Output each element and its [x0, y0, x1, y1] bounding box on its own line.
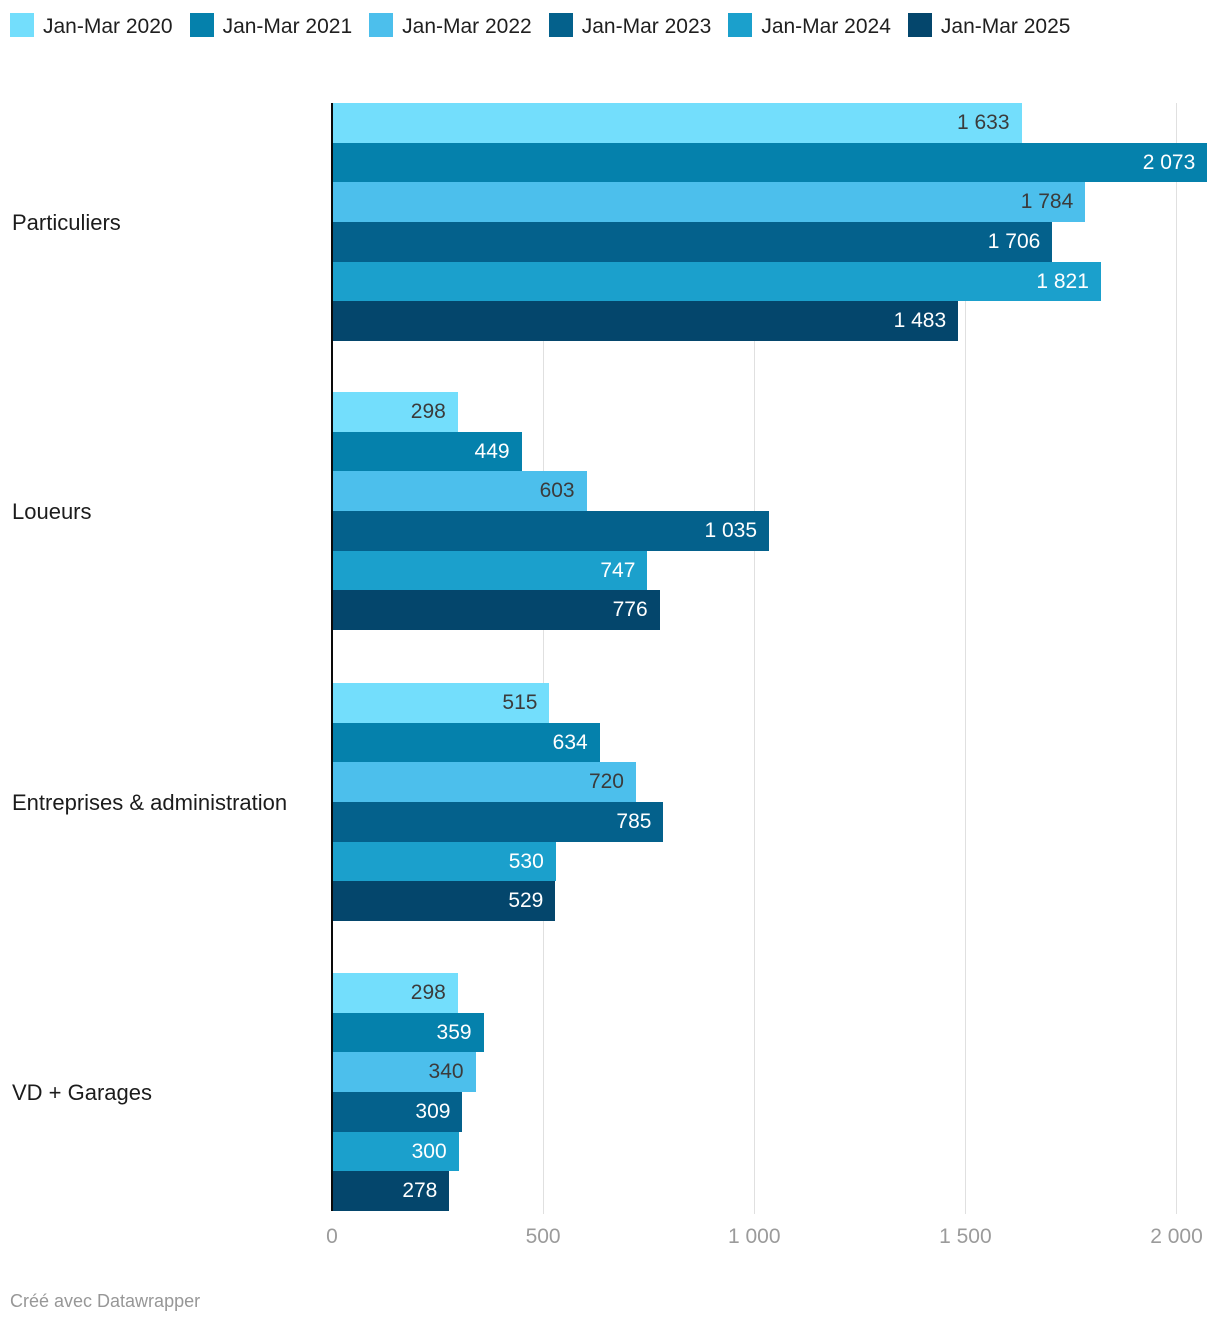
- y-axis-line: [331, 103, 333, 1211]
- legend-swatch-icon: [10, 13, 34, 37]
- bar: 603: [332, 471, 587, 511]
- bar-value-label: 298: [410, 400, 446, 423]
- bar-value-label: 530: [508, 849, 544, 873]
- bar-value-label: 634: [552, 730, 588, 754]
- legend-label: Jan-Mar 2025: [940, 15, 1071, 38]
- bar-value-label: 747: [600, 558, 636, 582]
- x-tick-label: 500: [525, 1225, 561, 1248]
- bar-group: 515 634 720 785 530 529: [332, 683, 1209, 921]
- x-tick-label: 1 000: [727, 1225, 781, 1248]
- bar: 776: [332, 590, 660, 630]
- bar-value-label: 1 706: [987, 230, 1041, 253]
- bar: 1 784: [332, 182, 1086, 222]
- bar: 747: [332, 550, 648, 591]
- bar: 1 706: [332, 222, 1053, 262]
- legend-label: Jan-Mar 2023: [581, 15, 712, 38]
- bar-value-label: 515: [502, 691, 538, 714]
- bar: 340: [332, 1052, 476, 1092]
- bar: 1 633: [332, 103, 1022, 143]
- bar-value-label: 309: [415, 1100, 451, 1123]
- bar: 720: [332, 762, 636, 802]
- bar: 1 821: [332, 261, 1101, 302]
- x-tick-label: 2 000: [1150, 1225, 1203, 1248]
- legend-swatch-icon: [189, 13, 214, 37]
- legend-item: Jan-Mar 2022: [369, 13, 532, 38]
- bar: 515: [332, 683, 550, 723]
- category-label: Entreprises & administration: [12, 790, 288, 815]
- bar-value-label: 449: [474, 439, 510, 463]
- bar-value-label: 785: [616, 810, 652, 833]
- bar-value-label: 298: [410, 981, 446, 1004]
- bar: 530: [332, 841, 556, 882]
- bar: 278: [332, 1171, 450, 1211]
- legend-item: Jan-Mar 2024: [728, 13, 891, 38]
- bar: 298: [332, 973, 458, 1013]
- bar-value-label: 2 073: [1142, 150, 1196, 174]
- bar-value-label: 1 483: [893, 309, 947, 333]
- bar-value-label: 1 821: [1036, 269, 1089, 293]
- x-tick-label: 0: [326, 1225, 338, 1248]
- legend-label: Jan-Mar 2024: [761, 15, 891, 38]
- legend-label: Jan-Mar 2022: [402, 15, 532, 38]
- bar: 1 483: [332, 301, 959, 341]
- legend-swatch-icon: [907, 13, 932, 37]
- bar-value-label: 300: [411, 1139, 447, 1163]
- legend-swatch-icon: [369, 13, 394, 37]
- category-label: Loueurs: [12, 499, 92, 524]
- bar-value-label: 1 035: [704, 519, 758, 542]
- legend-item: Jan-Mar 2021: [189, 13, 353, 38]
- bar: 298: [332, 392, 458, 432]
- bar-value-label: 776: [612, 598, 648, 622]
- gridline: [754, 103, 756, 1214]
- bar-value-label: 720: [588, 770, 624, 794]
- legend-label: Jan-Mar 2021: [222, 15, 353, 38]
- category-label: Particuliers: [12, 210, 121, 235]
- bar: 634: [332, 722, 600, 763]
- legend-item: Jan-Mar 2023: [548, 13, 712, 38]
- gridline: [1176, 103, 1178, 1214]
- bar: 359: [332, 1012, 484, 1053]
- legend-label: Jan-Mar 2020: [43, 15, 173, 38]
- legend: Jan-Mar 2020 Jan-Mar 2021 Jan-Mar 2022 Jan-…: [10, 10, 1155, 44]
- bar: 300: [332, 1131, 459, 1172]
- legend-item: Jan-Mar 2020: [10, 13, 173, 38]
- x-tick-label: 1 500: [939, 1225, 992, 1248]
- legend-swatch-icon: [728, 13, 753, 37]
- legend-item: Jan-Mar 2025: [907, 13, 1071, 38]
- category-label: VD + Garages: [12, 1080, 153, 1105]
- plot-area: 1 633 2 073 1 784 1 706 1 821 1 483 298 449 603 1…: [331, 103, 1209, 1214]
- bar-value-label: 359: [436, 1020, 472, 1044]
- bar-value-label: 278: [402, 1179, 438, 1203]
- bar-group: 298 359 340 309 300 278: [332, 973, 1209, 1211]
- bar-value-label: 603: [539, 479, 575, 503]
- bar-value-label: 1 633: [956, 111, 1010, 134]
- bar-value-label: 340: [428, 1060, 464, 1084]
- bar: 529: [332, 881, 556, 921]
- bar: 2 073: [332, 142, 1208, 183]
- bar: 309: [332, 1092, 463, 1132]
- bar: 785: [332, 802, 664, 842]
- bar: 449: [332, 431, 522, 472]
- gridline: [965, 103, 967, 1214]
- bar-group: 298 449 603 1 035 747 776: [332, 392, 1209, 630]
- bar-group: 1 633 2 073 1 784 1 706 1 821 1 483: [332, 103, 1209, 341]
- bar: 1 035: [332, 511, 770, 551]
- bar-value-label: 529: [508, 889, 544, 913]
- gridline: [543, 103, 545, 1214]
- legend-swatch-icon: [548, 13, 573, 37]
- bar-value-label: 1 784: [1020, 190, 1074, 214]
- chart-credit: Créé avec Datawrapper: [10, 1291, 201, 1311]
